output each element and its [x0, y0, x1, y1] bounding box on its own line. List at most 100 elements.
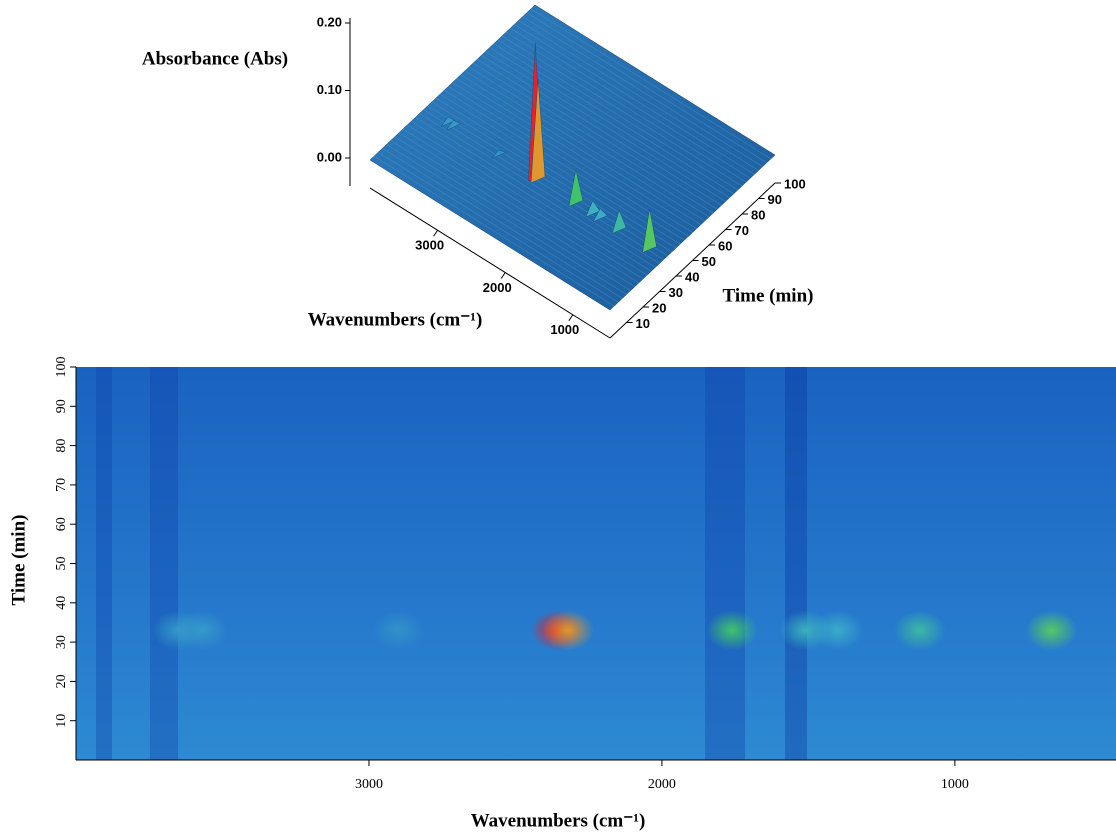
surface-mesh — [489, 47, 730, 198]
z-tick-label: 0.10 — [317, 82, 342, 97]
surface-mesh — [415, 117, 656, 268]
surface-mesh — [493, 43, 734, 195]
surface-mesh — [481, 55, 722, 206]
x-tick — [433, 229, 439, 237]
peak — [642, 209, 657, 253]
y-tick-label: 90 — [54, 399, 69, 413]
surface-mesh — [411, 120, 652, 272]
surface-mesh — [402, 128, 644, 280]
surface-mesh — [497, 39, 739, 191]
y-tick-label: 70 — [735, 223, 749, 238]
surface-mesh — [501, 35, 743, 187]
x-tick — [568, 314, 574, 322]
surface-mesh — [390, 140, 631, 291]
band — [705, 367, 745, 760]
z-tick-label: 0.20 — [317, 14, 342, 29]
heatmap-bands — [96, 367, 807, 760]
y-tick-label: 90 — [768, 192, 782, 207]
surface-mesh — [460, 74, 701, 226]
surface-mesh — [382, 148, 623, 299]
y-tick-label: 50 — [54, 557, 69, 571]
peak — [491, 149, 507, 159]
heat-spot — [175, 610, 228, 651]
y-tick-label: 80 — [751, 207, 765, 222]
x-axis-title: Wavenumbers (cm⁻¹) — [471, 810, 646, 831]
x-axis — [369, 187, 611, 339]
band — [96, 367, 112, 760]
peak — [568, 169, 584, 207]
surface-mesh — [394, 136, 635, 288]
surface-mesh — [427, 105, 668, 257]
peak — [440, 116, 456, 128]
y-axis-title: Time (min) — [8, 515, 29, 606]
band — [785, 367, 807, 760]
peak — [530, 78, 546, 184]
surface-mesh — [439, 93, 681, 245]
y-tick-label: 100 — [54, 357, 69, 378]
surface-mesh — [406, 124, 648, 276]
heat-spot — [542, 610, 595, 651]
y-tick-label: 40 — [685, 269, 699, 284]
heat-spot — [893, 610, 946, 651]
surface-mesh — [452, 82, 693, 233]
surface-mesh — [526, 12, 767, 164]
y-tick-label: 40 — [54, 596, 69, 610]
surface-mesh — [464, 70, 706, 222]
x-tick-label: 2000 — [648, 777, 676, 792]
surface-mesh — [373, 155, 615, 307]
surface-mesh — [398, 132, 640, 284]
surface-mesh — [518, 20, 759, 171]
surface-mesh — [530, 8, 772, 160]
y-tick-label: 10 — [54, 714, 69, 728]
surface-mesh — [423, 109, 664, 260]
peak — [585, 200, 601, 218]
heat-spot — [372, 610, 425, 651]
y-tick-label: 50 — [702, 254, 716, 269]
surface-mesh — [510, 27, 751, 179]
x-axis-title: Wavenumbers (cm⁻¹) — [308, 309, 483, 330]
heat-spot — [1025, 610, 1078, 651]
heatmap-background — [76, 367, 1116, 760]
y-tick-label: 30 — [54, 635, 69, 649]
surface-mesh — [456, 78, 697, 229]
peak — [611, 209, 627, 234]
z-axis-title: Absorbance (Abs) — [142, 48, 288, 69]
y-tick-label: 60 — [54, 517, 69, 531]
band — [150, 367, 178, 760]
y-tick-label: 30 — [669, 285, 683, 300]
surface-mesh — [386, 144, 627, 295]
y-tick-label: 20 — [54, 674, 69, 688]
surface-mesh — [448, 86, 689, 237]
y-tick-label: 70 — [54, 478, 69, 492]
surface-mesh — [435, 97, 677, 249]
y-tick-label: 100 — [784, 176, 806, 191]
surface-mesh — [472, 62, 714, 214]
surface-mesh — [431, 101, 673, 253]
surface-mesh — [485, 51, 726, 202]
x-tick-label: 1000 — [941, 777, 969, 792]
y-tick-label: 10 — [636, 316, 650, 331]
surface-mesh — [505, 31, 747, 183]
heatmap-chart: 3000 2000 1000 10 20 30 40 50 60 70 80 90 100 Wavenum… — [8, 357, 1116, 831]
surface-mesh — [477, 58, 718, 210]
y-axis-title: Time (min) — [723, 285, 814, 306]
heat-spot — [706, 610, 759, 651]
y-tick-label: 80 — [54, 439, 69, 453]
y-tick-label: 60 — [718, 238, 732, 253]
x-tick-label: 1000 — [550, 322, 579, 337]
surface-mesh — [522, 16, 763, 167]
x-tick-label: 3000 — [355, 777, 383, 792]
x-tick — [500, 272, 506, 279]
surface-mesh — [419, 113, 660, 264]
x-tick-label: 3000 — [415, 238, 444, 253]
heat-spot — [811, 610, 864, 651]
surface-mesh — [468, 66, 710, 218]
x-tick-label: 2000 — [483, 280, 512, 295]
y-tick-label: 20 — [652, 300, 666, 315]
surface-mesh — [378, 151, 619, 303]
z-tick-label: 0.00 — [317, 149, 342, 164]
peak — [445, 119, 462, 131]
surface-chart: 0.00 0.10 0.20 3000 2000 1000 1020304050607080… — [142, 4, 814, 339]
surface-mesh — [514, 24, 755, 175]
